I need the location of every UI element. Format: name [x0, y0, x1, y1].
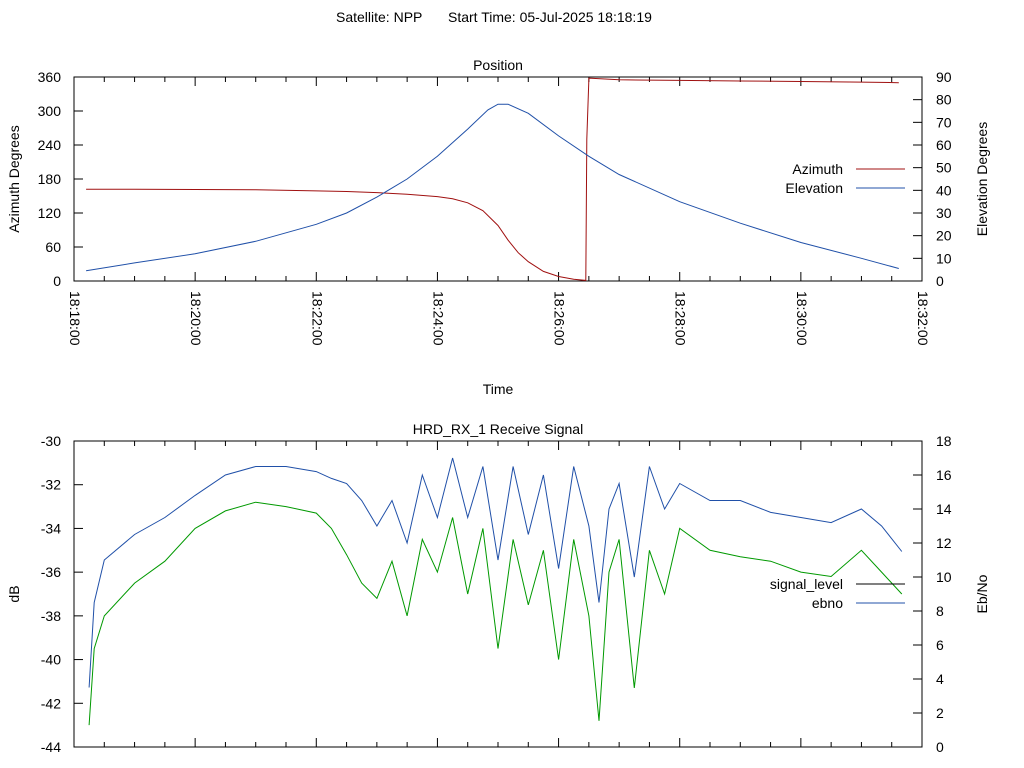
y2-tick-label: 50: [936, 160, 952, 176]
y2-tick-label: 10: [936, 250, 952, 266]
series-line-signal_level: [88, 501, 903, 726]
y-tick-label: 360: [38, 69, 62, 85]
y-axis-label: Azimuth Degrees: [6, 125, 22, 232]
start-time-label: Start Time: 05-Jul-2025 18:18:19: [448, 9, 652, 25]
y2-tick-label: 70: [936, 114, 952, 130]
series-line-azimuth: [86, 77, 899, 281]
y2-tick-label: 90: [936, 69, 952, 85]
y-tick-label: -38: [41, 608, 61, 624]
y-tick-label: 120: [38, 205, 62, 221]
y2-tick-label: 12: [936, 535, 952, 551]
y-tick-label: -42: [41, 695, 61, 711]
x-tick-label: 18:18:00: [67, 291, 83, 346]
y-tick-label: -32: [41, 477, 61, 493]
y2-tick-label: 14: [936, 501, 952, 517]
x-tick-label: 18:22:00: [309, 291, 325, 346]
plot-frame: [73, 76, 923, 282]
y2-tick-label: 8: [936, 603, 944, 619]
x-tick-label: 18:26:00: [552, 291, 568, 346]
panel-1: Position 18:18:00 18:20:00 18:22:00 18:24:00…: [6, 57, 990, 397]
y2-tick-label: 10: [936, 569, 952, 585]
chart-title: HRD_RX_1 Receive Signal: [413, 421, 583, 437]
y2-tick-label: 4: [936, 671, 944, 687]
x-tick-label: 18:24:00: [430, 291, 446, 346]
x-axis-label: Time: [483, 381, 514, 397]
legend-label-azimuth: Azimuth: [792, 161, 843, 177]
y-tick-label: 0: [53, 273, 61, 289]
y2-axis-label: Elevation Degrees: [974, 122, 990, 236]
chart-title: Position: [473, 57, 523, 73]
y-tick-label: 60: [45, 239, 61, 255]
y-tick-label: -40: [41, 652, 61, 668]
y-tick-label: 180: [38, 171, 62, 187]
y2-axis-label: Eb/No: [974, 574, 990, 613]
satellite-label: Satellite: NPP: [336, 9, 422, 25]
y-tick-label: -34: [41, 520, 61, 536]
y-tick-label: -44: [41, 739, 61, 755]
y-axis-label: dB: [6, 585, 22, 602]
y2-tick-label: 16: [936, 467, 952, 483]
y2-tick-label: 0: [936, 739, 944, 755]
x-tick-label: 18:32:00: [915, 291, 931, 346]
y-tick-label: -36: [41, 564, 61, 580]
x-tick-label: 18:30:00: [794, 291, 810, 346]
legend-label-signal_level: signal_level: [770, 576, 843, 592]
y2-tick-label: 80: [936, 92, 952, 108]
y2-tick-label: 20: [936, 228, 952, 244]
y2-tick-label: 60: [936, 137, 952, 153]
y-tick-label: -30: [41, 433, 61, 449]
y2-tick-label: 30: [936, 205, 952, 221]
y-tick-label: 240: [38, 137, 62, 153]
y-tick-label: 300: [38, 103, 62, 119]
series-line-elevation: [86, 103, 899, 272]
y2-tick-label: 6: [936, 637, 944, 653]
y2-tick-label: 2: [936, 705, 944, 721]
y2-tick-label: 40: [936, 182, 952, 198]
y2-tick-label: 0: [936, 273, 944, 289]
panel-2: HRD_RX_1 Receive Signal -44 -42 -40 -38 -36 -3…: [6, 421, 990, 755]
x-tick-label: 18:28:00: [673, 291, 689, 346]
plot-frame: [73, 440, 923, 748]
x-tick-label: 18:20:00: [188, 291, 204, 346]
y2-tick-label: 18: [936, 433, 952, 449]
series-line-ebno: [88, 457, 903, 688]
legend-label-ebno: ebno: [812, 595, 843, 611]
legend-label-elevation: Elevation: [785, 180, 843, 196]
